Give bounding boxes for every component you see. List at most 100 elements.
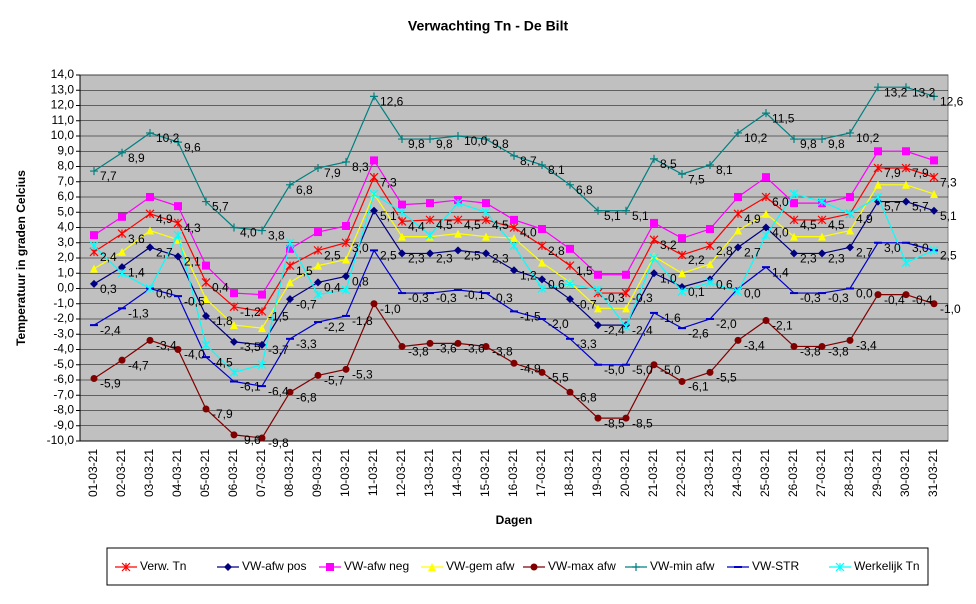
marker <box>90 279 98 288</box>
marker <box>482 342 490 350</box>
data-label: 3,8 <box>268 229 285 243</box>
marker <box>370 156 378 165</box>
data-label: 12,6 <box>940 95 964 109</box>
marker <box>118 247 126 256</box>
marker <box>706 368 714 376</box>
data-label: 3,6 <box>128 232 145 246</box>
marker <box>397 216 407 226</box>
marker <box>835 562 845 572</box>
data-label: -9,6 <box>240 433 261 447</box>
marker <box>202 311 210 320</box>
data-label: -2,0 <box>716 317 737 331</box>
marker <box>790 249 798 258</box>
marker <box>929 245 939 255</box>
marker <box>789 189 799 199</box>
data-label: -1,5 <box>520 310 541 324</box>
marker <box>790 342 798 350</box>
data-label: -0,3 <box>604 291 625 305</box>
data-label: 4,5 <box>800 218 817 232</box>
marker <box>342 157 350 166</box>
marker <box>790 199 798 208</box>
marker <box>538 368 546 376</box>
data-label: 8,7 <box>520 154 537 168</box>
data-label: 2,8 <box>548 244 565 258</box>
data-label: 2,5 <box>380 249 397 263</box>
marker <box>818 249 826 258</box>
marker <box>762 223 770 232</box>
data-label: 3,0 <box>912 241 929 255</box>
data-label: -6,4 <box>268 384 289 398</box>
data-label: 2,3 <box>492 252 509 266</box>
marker <box>146 193 154 201</box>
data-label: -7,9 <box>212 407 233 421</box>
legend-label: VW-max afw <box>548 559 616 573</box>
data-label: -6,8 <box>296 390 317 404</box>
data-label: 12,6 <box>380 95 404 109</box>
x-tick-label: 31-03-21 <box>926 449 940 497</box>
marker <box>649 235 659 245</box>
data-label: -5,0 <box>660 363 681 377</box>
marker <box>314 278 322 287</box>
data-label: 9,6 <box>184 140 201 154</box>
data-label: 0,8 <box>352 274 369 288</box>
legend-label: Verw. Tn <box>140 559 186 573</box>
marker <box>789 215 799 225</box>
marker <box>370 92 378 101</box>
data-label: 2,1 <box>184 255 201 269</box>
x-tick-label: 30-03-21 <box>898 449 912 497</box>
marker <box>90 231 98 240</box>
marker <box>705 241 715 251</box>
data-label: 0,0 <box>856 287 873 301</box>
marker <box>258 290 266 299</box>
data-label: -3,5 <box>240 340 261 354</box>
data-label: 7,7 <box>100 169 117 183</box>
marker <box>202 405 210 413</box>
x-tick-label: 10-03-21 <box>338 449 352 497</box>
data-label: 5,1 <box>940 209 957 223</box>
marker <box>790 135 798 144</box>
marker <box>510 151 518 160</box>
data-label: -4,5 <box>212 355 233 369</box>
data-label: 10,2 <box>856 131 880 145</box>
marker <box>873 163 883 173</box>
data-label: 4,5 <box>828 218 845 232</box>
marker <box>705 277 715 287</box>
data-label: 10,0 <box>464 134 488 148</box>
y-tick-label: -5,0 <box>53 357 74 371</box>
data-label: 4,4 <box>408 220 425 234</box>
x-tick-label: 07-03-21 <box>254 449 268 497</box>
marker <box>342 272 350 281</box>
data-label: 8,9 <box>128 151 145 165</box>
marker <box>902 197 910 206</box>
marker <box>398 200 406 209</box>
marker <box>846 243 854 252</box>
marker <box>481 207 491 217</box>
marker <box>650 154 658 163</box>
data-label: -3,4 <box>856 339 877 353</box>
data-label: 2,3 <box>408 252 425 266</box>
marker <box>313 245 323 255</box>
data-label: 3,0 <box>352 241 369 255</box>
marker <box>397 207 407 217</box>
data-label: -0,4 <box>912 293 933 307</box>
marker <box>902 180 910 189</box>
data-label: -0,7 <box>576 297 597 311</box>
data-label: 4,9 <box>744 212 761 226</box>
data-label: -0,3 <box>492 291 513 305</box>
marker <box>818 232 826 241</box>
marker <box>566 388 574 396</box>
x-tick-label: 29-03-21 <box>870 449 884 497</box>
legend-label: VW-afw pos <box>242 559 306 573</box>
marker <box>258 226 266 235</box>
marker <box>230 289 238 298</box>
marker <box>118 148 126 157</box>
data-label: -5,5 <box>716 371 737 385</box>
marker <box>930 189 938 198</box>
x-tick-label: 27-03-21 <box>814 449 828 497</box>
data-label: 7,3 <box>380 175 397 189</box>
data-label: 10,2 <box>744 131 768 145</box>
marker <box>706 260 714 269</box>
marker <box>257 360 267 370</box>
marker <box>174 138 182 147</box>
marker <box>230 223 238 232</box>
